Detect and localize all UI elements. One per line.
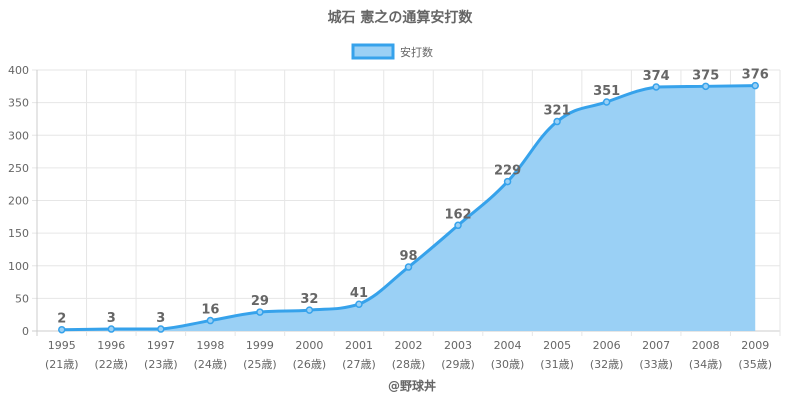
y-tick-label: 250: [8, 162, 29, 175]
data-point[interactable]: [256, 308, 264, 316]
x-tick-label: 1997: [147, 339, 175, 352]
data-label: 29: [251, 294, 269, 309]
x-tick-label: 1995: [48, 339, 76, 352]
x-tick-label: 2008: [692, 339, 720, 352]
x-tick-sublabel: (32歳): [590, 358, 624, 371]
legend[interactable]: 安打数: [351, 43, 433, 60]
x-tick-sublabel: (28歳): [392, 358, 426, 371]
data-point[interactable]: [751, 81, 759, 90]
x-tick-label: 2007: [642, 339, 670, 352]
x-tick-label: 1998: [196, 339, 224, 352]
data-label: 229: [494, 164, 521, 179]
x-tick-sublabel: (34歳): [689, 358, 723, 371]
data-point[interactable]: [355, 300, 363, 308]
x-tick-sublabel: (22歳): [95, 358, 129, 371]
data-point[interactable]: [58, 325, 66, 334]
x-tick-sublabel: (31歳): [540, 358, 574, 371]
x-tick-sublabel: (33歳): [639, 358, 673, 371]
x-tick-sublabel: (27歳): [342, 358, 376, 371]
data-label: 375: [692, 68, 719, 83]
legend-swatch: [351, 43, 395, 60]
x-tick-sublabel: (26歳): [293, 358, 327, 371]
data-label: 321: [544, 104, 571, 119]
x-tick-sublabel: (23歳): [144, 358, 178, 371]
series-area-fill: [61, 85, 756, 331]
data-point[interactable]: [701, 82, 710, 91]
y-tick-label: 200: [8, 195, 29, 208]
x-tick-label: 2000: [295, 339, 323, 352]
x-tick-sublabel: (21歳): [45, 358, 79, 371]
data-point[interactable]: [503, 177, 512, 186]
x-tick-sublabel: (25歳): [243, 358, 277, 371]
y-tick-label: 100: [8, 260, 29, 273]
y-tick-label: 0: [22, 325, 29, 338]
x-tick-label: 2009: [741, 339, 769, 352]
data-points: [58, 81, 759, 334]
series-line: [61, 84, 756, 332]
data-point[interactable]: [404, 263, 413, 271]
x-tick-label: 1999: [246, 339, 274, 352]
data-label: 3: [107, 311, 116, 326]
x-tick-label: 2002: [395, 339, 423, 352]
data-point[interactable]: [305, 306, 314, 314]
x-tick-label: 2003: [444, 339, 472, 352]
y-tick-label: 150: [8, 227, 29, 240]
data-point[interactable]: [652, 83, 660, 91]
data-label: 162: [444, 207, 471, 222]
data-labels: 2 3 3 16 29 32 41 98 162 229 321 351 374 375 376: [57, 68, 769, 327]
data-label: 376: [742, 68, 769, 83]
data-label: 351: [593, 84, 620, 99]
y-tick-label: 350: [8, 97, 29, 110]
x-tick-sublabel: (35歳): [738, 358, 772, 371]
data-point[interactable]: [206, 316, 215, 325]
data-label: 374: [643, 69, 670, 84]
data-point[interactable]: [454, 221, 462, 230]
data-point[interactable]: [157, 325, 165, 333]
data-label: 3: [156, 311, 165, 326]
x-tick-label: 2001: [345, 339, 373, 352]
x-tick-sublabel: (30歳): [491, 358, 525, 371]
y-tick-label: 400: [8, 64, 29, 77]
data-label: 2: [57, 312, 66, 327]
x-axis: 1995 (21歳) 1996 (22歳) 1997 (23歳) 1998 (24歳) 1999…: [45, 339, 772, 371]
data-label: 41: [350, 286, 368, 301]
data-label: 32: [300, 292, 318, 307]
footer-credit: @野球丼: [388, 378, 436, 393]
x-tick-label: 1996: [97, 339, 125, 352]
chart-title: 城石 憲之の通算安打数: [328, 9, 474, 26]
plot-area: [61, 84, 756, 332]
data-point[interactable]: [602, 98, 611, 106]
y-tick-label: 300: [8, 129, 29, 142]
y-tick-label: 50: [15, 292, 29, 305]
legend-label: 安打数: [400, 45, 433, 59]
x-tick-label: 2005: [543, 339, 571, 352]
x-tick-label: 2006: [593, 339, 621, 352]
y-axis: 0 50 100 150 200 250 300 350 400: [8, 64, 29, 338]
data-label: 98: [399, 249, 417, 264]
x-tick-label: 2004: [494, 339, 522, 352]
data-point[interactable]: [107, 325, 116, 333]
x-tick-sublabel: (24歳): [194, 358, 228, 371]
data-label: 16: [201, 303, 219, 318]
data-point[interactable]: [553, 117, 561, 126]
x-tick-sublabel: (29歳): [441, 358, 475, 371]
